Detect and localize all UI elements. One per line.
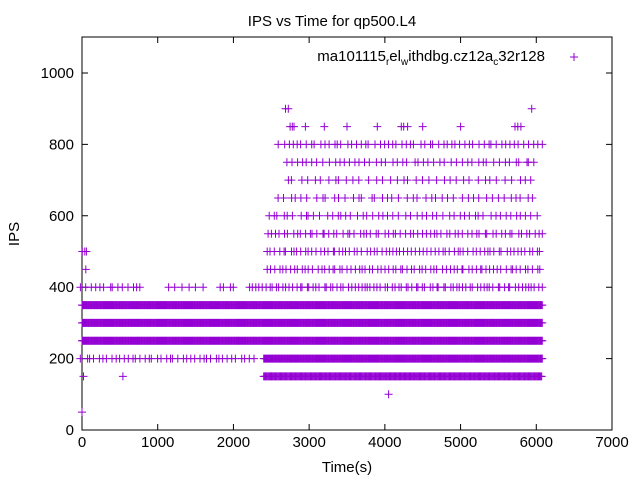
data-point — [440, 158, 449, 167]
data-point — [365, 158, 374, 167]
data-point — [394, 194, 403, 202]
data-point — [507, 229, 516, 238]
data-point — [467, 158, 476, 167]
x-axis-label: Time(s) — [322, 459, 372, 476]
data-point — [403, 122, 412, 131]
data-point — [378, 176, 387, 185]
data-point — [301, 122, 310, 131]
data-point — [456, 122, 465, 131]
legend: ma101115relwithdbg.cz12ac32r128 — [317, 48, 578, 68]
data-point — [403, 176, 412, 185]
data-point — [79, 372, 88, 381]
data-point — [394, 211, 403, 220]
data-point — [99, 283, 108, 292]
data-point — [302, 194, 311, 202]
y-tick-label: 0 — [66, 422, 74, 439]
y-tick-label: 600 — [49, 208, 74, 225]
x-tick-label: 2000 — [217, 434, 250, 451]
data-point — [474, 194, 483, 202]
data-point — [538, 140, 547, 149]
data-point — [316, 176, 325, 185]
data-point — [535, 247, 544, 256]
data-point — [526, 176, 535, 185]
data-point — [76, 354, 85, 363]
data-point — [290, 122, 298, 131]
data-point — [533, 211, 542, 220]
data-point — [505, 158, 514, 167]
data-point — [465, 176, 473, 185]
data-point — [336, 140, 345, 149]
data-point — [370, 194, 379, 202]
data-point — [364, 176, 373, 185]
data-point — [452, 176, 461, 185]
data-point — [413, 194, 421, 202]
data-point — [82, 247, 91, 256]
data-point — [170, 283, 179, 292]
legend-marker — [570, 53, 578, 61]
data-point — [78, 408, 86, 417]
data-point — [418, 122, 427, 131]
y-axis-label: IPS — [6, 222, 23, 246]
data-points — [76, 104, 547, 417]
data-point — [507, 176, 516, 185]
x-tick-label: 0 — [78, 434, 86, 451]
data-point — [354, 176, 363, 185]
data-point — [516, 194, 525, 202]
data-point — [527, 104, 536, 113]
data-point — [199, 283, 208, 292]
data-point — [324, 176, 333, 185]
data-point — [479, 211, 487, 220]
data-point — [303, 176, 312, 185]
data-point — [537, 372, 546, 381]
data-point — [538, 283, 547, 292]
data-point — [373, 122, 382, 131]
data-point — [315, 211, 324, 220]
y-tick-label: 200 — [49, 351, 74, 368]
y-tick-label: 1000 — [41, 65, 74, 82]
data-point — [538, 354, 547, 363]
data-point — [381, 158, 390, 167]
data-point — [343, 122, 351, 131]
legend-label: ma101115relwithdbg.cz12ac32r128 — [317, 48, 545, 68]
data-point — [500, 194, 509, 202]
data-point — [250, 354, 258, 363]
data-point — [320, 122, 329, 131]
data-point — [288, 211, 297, 220]
x-tick-label: 4000 — [368, 434, 401, 451]
x-tick-label: 6000 — [520, 434, 553, 451]
data-point — [321, 194, 330, 202]
x-tick-label: 7000 — [595, 434, 628, 451]
data-point — [424, 176, 433, 185]
data-point — [374, 229, 383, 238]
data-point — [529, 158, 538, 167]
chart-title: IPS vs Time for qp500.L4 — [248, 13, 416, 30]
data-point — [341, 194, 349, 202]
data-point — [492, 176, 501, 185]
x-tick-label: 5000 — [444, 434, 477, 451]
data-point — [81, 265, 90, 274]
axis-ticks: 0 1000 2000 3000 4000 5000 6000 7000 0 200 400 600 8… — [41, 37, 629, 451]
y-tick-label: 800 — [49, 136, 74, 153]
data-point — [384, 390, 393, 399]
data-point — [118, 372, 127, 381]
data-point — [538, 336, 547, 345]
y-tick-label: 400 — [49, 279, 74, 296]
data-point — [402, 158, 411, 167]
x-tick-label: 1000 — [141, 434, 174, 451]
data-point — [438, 211, 447, 220]
data-point — [178, 283, 186, 292]
plot-frame — [81, 36, 613, 431]
data-point — [279, 194, 288, 202]
data-point — [449, 194, 458, 202]
data-point — [474, 176, 483, 185]
x-tick-label: 3000 — [292, 434, 325, 451]
data-point — [528, 194, 537, 202]
data-point — [432, 176, 441, 185]
data-point — [535, 265, 544, 274]
data-point — [346, 211, 355, 220]
data-point — [191, 283, 200, 292]
